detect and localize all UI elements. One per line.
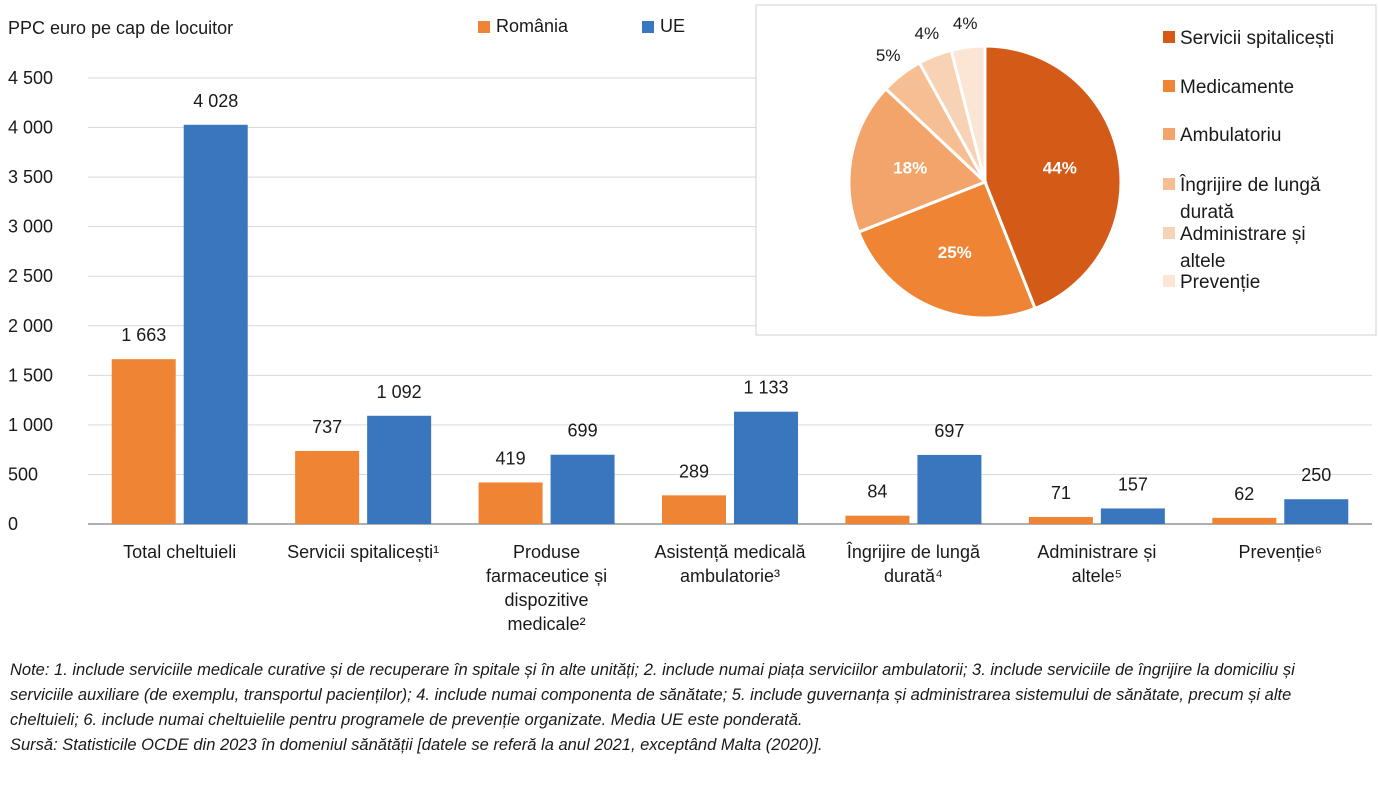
- x-tick-label-line: dispozitive: [504, 590, 589, 610]
- pie-legend-swatch: [1163, 80, 1175, 92]
- bar-romania: [845, 515, 910, 524]
- pie-legend-swatch: [1163, 178, 1175, 190]
- data-label-ue: 250: [1301, 465, 1331, 485]
- pie-legend-label: Administrare și: [1180, 224, 1306, 245]
- y-tick-label: 2 000: [8, 316, 53, 336]
- x-tick-label-line: Prevenție⁶: [1238, 542, 1322, 562]
- legend-label-ue: UE: [660, 16, 686, 36]
- bar-ue: [917, 454, 982, 524]
- y-tick-label: 0: [8, 514, 18, 534]
- x-tick-label-line: Asistență medicală: [654, 542, 806, 562]
- data-label-romania: 419: [496, 448, 526, 468]
- legend-item-ue: UE: [642, 16, 685, 37]
- pie-legend-label: Servicii spitalicești: [1180, 28, 1334, 49]
- bar-romania: [1212, 517, 1277, 524]
- y-tick-label: 3 500: [8, 167, 53, 187]
- data-label-ue: 1 133: [743, 378, 788, 398]
- pie-legend-label: Prevenție: [1180, 272, 1260, 293]
- data-label-romania: 1 663: [121, 325, 166, 345]
- x-tick-label-line: Îngrijire de lungă: [846, 542, 980, 562]
- pie-slice-label: 44%: [1043, 159, 1077, 178]
- bar-romania: [111, 359, 176, 524]
- bar-ue: [1284, 499, 1349, 524]
- legend-swatch-romania: [478, 20, 490, 33]
- x-tick-label: Îngrijire de lungă durată⁴: [823, 540, 1003, 588]
- legend-swatch-ue: [642, 20, 654, 33]
- notes-block: Note: 1. include serviciile medicale cur…: [10, 658, 1360, 758]
- pie-slice-label: 4%: [953, 14, 978, 33]
- pie-legend-label: Ambulatoriu: [1180, 125, 1281, 146]
- pie-legend-label: Medicamente: [1180, 77, 1294, 98]
- pie-slice-label: 4%: [915, 24, 940, 43]
- pie-legend-swatch: [1163, 275, 1175, 287]
- pie-legend-swatch: [1163, 31, 1175, 43]
- x-tick-label-line: durată⁴: [884, 566, 943, 586]
- x-tick-label-line: ambulatorie³: [679, 566, 781, 586]
- pie-legend-label: Îngrijire de lungă: [1179, 174, 1321, 196]
- x-tick-label: Prevenție⁶: [1190, 540, 1370, 564]
- bar-ue: [550, 454, 615, 524]
- x-tick-label-line: Total cheltuieli: [123, 542, 237, 562]
- pie-legend-label: durată: [1180, 202, 1234, 223]
- data-label-ue: 4 028: [193, 91, 238, 111]
- x-tick-label-line: Administrare și: [1037, 542, 1157, 562]
- bar-ue: [1100, 508, 1165, 524]
- pie-slice: [983, 44, 1123, 311]
- legend-label-romania: România: [496, 16, 569, 36]
- data-label-ue: 697: [934, 421, 964, 441]
- y-tick-label: 4 500: [8, 68, 53, 88]
- pie-slice-label: 5%: [876, 46, 901, 65]
- data-label-romania: 71: [1051, 483, 1071, 503]
- pie-slice: [847, 86, 988, 235]
- x-tick-label: Produse farmaceutice și dispozitive medical…: [457, 540, 637, 636]
- pie-legend-swatch: [1163, 227, 1175, 239]
- footnote-text: Note: 1. include serviciile medicale cur…: [10, 661, 1295, 729]
- x-tick-label: Administrare și altele⁵: [1007, 540, 1187, 588]
- x-tick-label: Servicii spitalicești¹: [273, 540, 453, 564]
- data-label-romania: 737: [312, 417, 342, 437]
- bar-ue: [734, 411, 798, 524]
- data-label-romania: 62: [1234, 484, 1254, 504]
- pie-legend-swatch: [1163, 128, 1175, 140]
- pie-slice-label: 25%: [938, 243, 972, 262]
- chart-canvas: 0 500 1 000 1 500 2 000 2 500 3 000 3 500 4 000 4…: [8, 4, 1377, 534]
- y-tick-label: 1 500: [8, 365, 53, 385]
- x-tick-label: Total cheltuieli: [90, 540, 270, 564]
- pie-legend-label: altele: [1180, 251, 1225, 272]
- source-text: Sursă: Statisticile OCDE din 2023 în dom…: [10, 736, 823, 754]
- y-tick-label: 2 500: [8, 266, 53, 286]
- data-label-ue: 1 092: [377, 382, 422, 402]
- x-tick-label-line: medicale²: [507, 614, 586, 634]
- data-label-ue: 699: [568, 421, 598, 441]
- data-label-romania: 289: [679, 461, 709, 481]
- bar-romania: [478, 482, 543, 524]
- legend-item-romania: România: [478, 16, 568, 37]
- bar-ue: [367, 415, 432, 524]
- x-tick-label-line: altele⁵: [1071, 566, 1123, 586]
- y-axis-title: PPC euro pe cap de locuitor: [8, 18, 234, 38]
- bar-romania: [662, 495, 726, 524]
- pie-slice-label: 18%: [893, 159, 927, 178]
- x-tick-label-line: Servicii spitalicești¹: [287, 542, 440, 562]
- data-label-romania: 84: [867, 482, 887, 502]
- y-tick-label: 3 000: [8, 217, 53, 237]
- y-tick-label: 4 000: [8, 118, 53, 138]
- y-tick-label: 500: [8, 464, 38, 484]
- bar-romania: [295, 450, 360, 524]
- pie-slice: [949, 44, 987, 183]
- y-tick-label: 1 000: [8, 415, 53, 435]
- x-tick-label-line: Produse: [513, 542, 581, 562]
- x-tick-label-line: farmaceutice și: [486, 566, 608, 586]
- bar-romania: [1028, 516, 1093, 524]
- x-tick-label: Asistență medicală ambulatorie³: [640, 540, 820, 588]
- data-label-ue: 157: [1118, 474, 1148, 494]
- bar-ue: [183, 124, 248, 524]
